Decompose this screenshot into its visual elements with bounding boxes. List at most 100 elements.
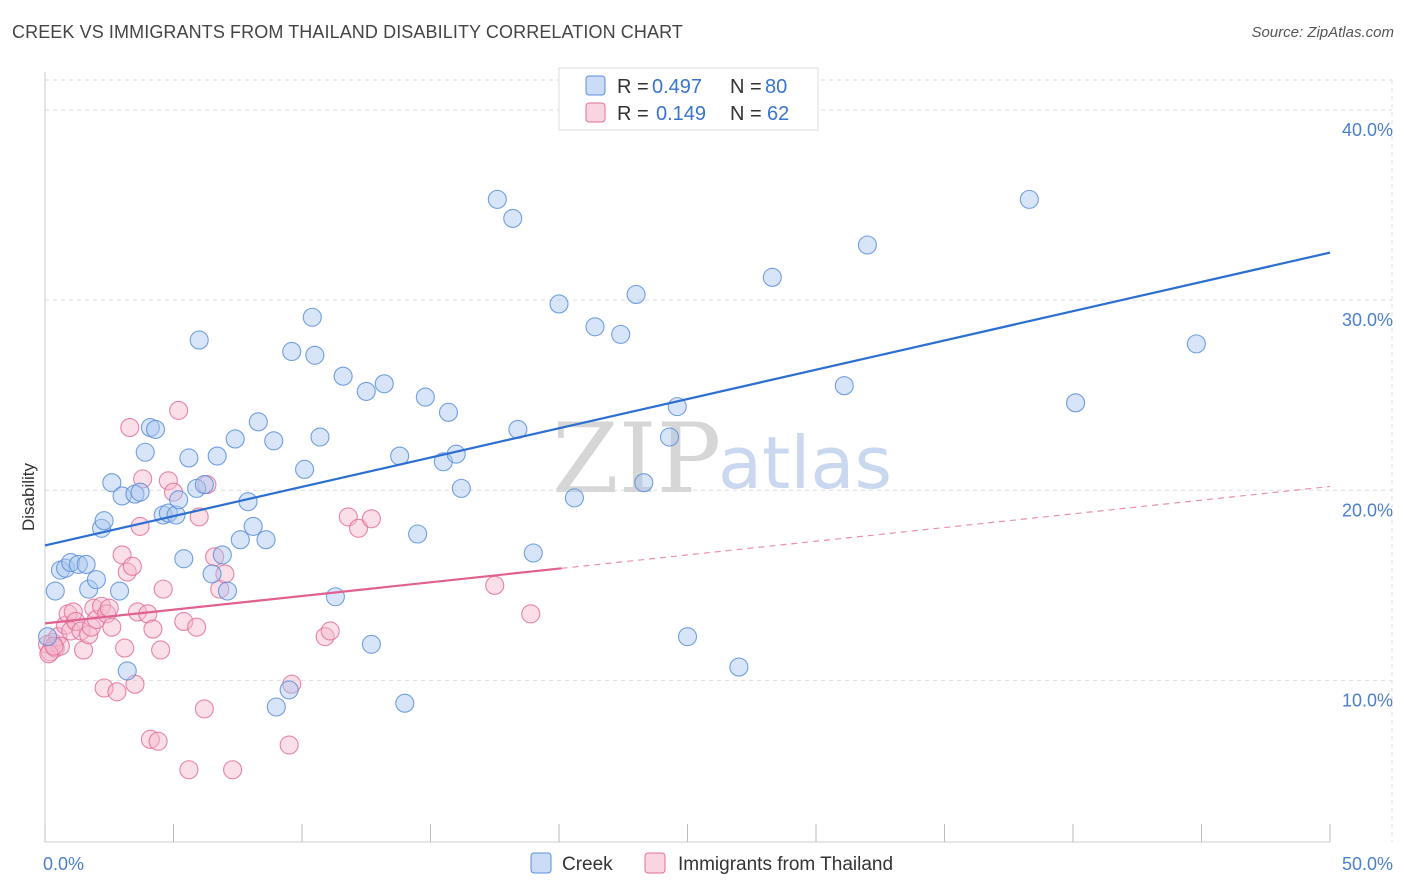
creek-point-44 [302,307,322,327]
y-tick-label-3: 40.0% [1342,120,1393,140]
creek-point-1 [45,581,65,601]
legend-thailand-r-label: R = [617,103,649,125]
creek-point-7 [79,579,99,599]
thailand-point-27 [122,556,142,576]
thailand-point-13 [79,625,99,645]
legend-creek-n-value: 80 [765,76,787,98]
y-tick-label-0: 10.0% [1342,690,1393,710]
creek-point-72 [677,627,698,647]
creek-point-53 [395,693,415,713]
creek-point-69 [634,473,654,493]
y-tick-labels: 10.0% 20.0% 30.0% 40.0% [1342,120,1393,710]
thailand-point-37 [153,579,173,599]
creek-point-36 [243,516,263,536]
bottom-legend: Creek Immigrants from Thailand [530,852,893,875]
watermark-atlas: atlas [718,421,892,505]
legend-thailand-swatch [585,102,606,123]
thailand-point-42 [179,760,199,780]
trend-lines [44,251,1331,625]
creek-point-25 [179,448,199,468]
creek-point-49 [356,381,376,401]
creek-point-37 [248,412,268,432]
chart-title: CREEK VS IMMIGRANTS FROM THAILAND DISABI… [12,22,683,42]
thailand-point-21 [102,617,122,637]
creek-point-73 [729,657,749,677]
creek-point-78 [1066,393,1086,413]
x-tick-labels: 0.0% 50.0% [43,854,1393,874]
creek-point-11 [102,473,122,493]
creek-point-17 [135,442,155,462]
series-creek-points [38,189,1206,717]
thailand-point-51 [279,735,299,755]
creek-point-50 [361,634,381,654]
thailand-point-50 [223,760,243,780]
creek-point-3 [56,558,76,578]
thailand-point-8 [61,621,81,641]
thailand-point-38 [158,471,178,491]
legend-creek-r-value: 0.497 [652,76,702,98]
y-tick-label-1: 20.0% [1342,500,1393,520]
creek-point-67 [611,324,631,344]
creek-trend-line [44,251,1331,547]
creek-point-42 [282,341,302,362]
thailand-point-57 [361,509,381,529]
creek-point-10 [94,511,114,531]
creek-point-14 [117,661,137,681]
creek-point-24 [174,549,194,569]
thailand-point-48 [210,579,230,599]
creek-point-32 [217,581,238,601]
bottom-legend-thailand-label: Immigrants from Thailand [678,854,893,875]
thailand-point-41 [174,611,194,632]
creek-point-39 [264,431,284,451]
creek-point-64 [549,294,569,314]
creek-point-40 [266,697,286,717]
creek-point-48 [333,366,353,386]
y-axis-title: Disability [19,462,38,531]
creek-point-12 [109,581,130,601]
creek-point-8 [86,570,106,590]
bottom-legend-creek-swatch [530,852,552,874]
thailand-trend-line-dashed [561,485,1331,569]
creek-point-19 [145,419,166,439]
thailand-point-5 [50,636,70,656]
x-tick-label-1: 50.0% [1342,854,1393,874]
creek-point-16 [130,482,150,502]
creek-point-30 [207,446,227,466]
creek-point-68 [626,284,646,304]
source-label: Source: ZipAtlas.com [1251,24,1394,41]
thailand-point-59 [521,604,541,624]
thailand-point-18 [94,678,114,698]
creek-point-6 [76,554,96,574]
thailand-point-12 [74,640,94,660]
creek-point-65 [564,488,584,508]
thailand-point-25 [117,562,137,582]
creek-point-76 [857,235,877,255]
creek-point-54 [408,524,428,544]
thailand-point-20 [99,598,119,618]
creek-point-75 [834,376,854,396]
legend-thailand-n-value: 62 [767,103,789,125]
creek-point-41 [279,680,299,700]
creek-point-45 [305,345,325,365]
creek-point-31 [212,545,232,565]
axes [44,72,1331,843]
bottom-legend-thailand-swatch [644,852,666,874]
creek-point-28 [194,475,214,495]
legend-box: R = 0.497 N = 80 R = 0.149 N = 62 [558,67,819,131]
creek-point-79 [1186,334,1206,354]
thailand-point-45 [194,699,214,719]
creek-point-43 [295,459,315,479]
creek-point-70 [659,427,680,447]
creek-point-66 [585,317,605,337]
creek-point-0 [38,627,58,647]
legend-creek-swatch [585,75,606,96]
creek-point-74 [762,267,782,287]
creek-point-59 [451,478,471,498]
creek-point-60 [487,189,507,209]
thailand-point-58 [485,575,505,595]
creek-point-77 [1019,189,1039,209]
creek-point-34 [230,530,250,550]
creek-point-46 [310,427,330,447]
thailand-point-22 [107,682,127,702]
thailand-point-53 [315,627,335,647]
